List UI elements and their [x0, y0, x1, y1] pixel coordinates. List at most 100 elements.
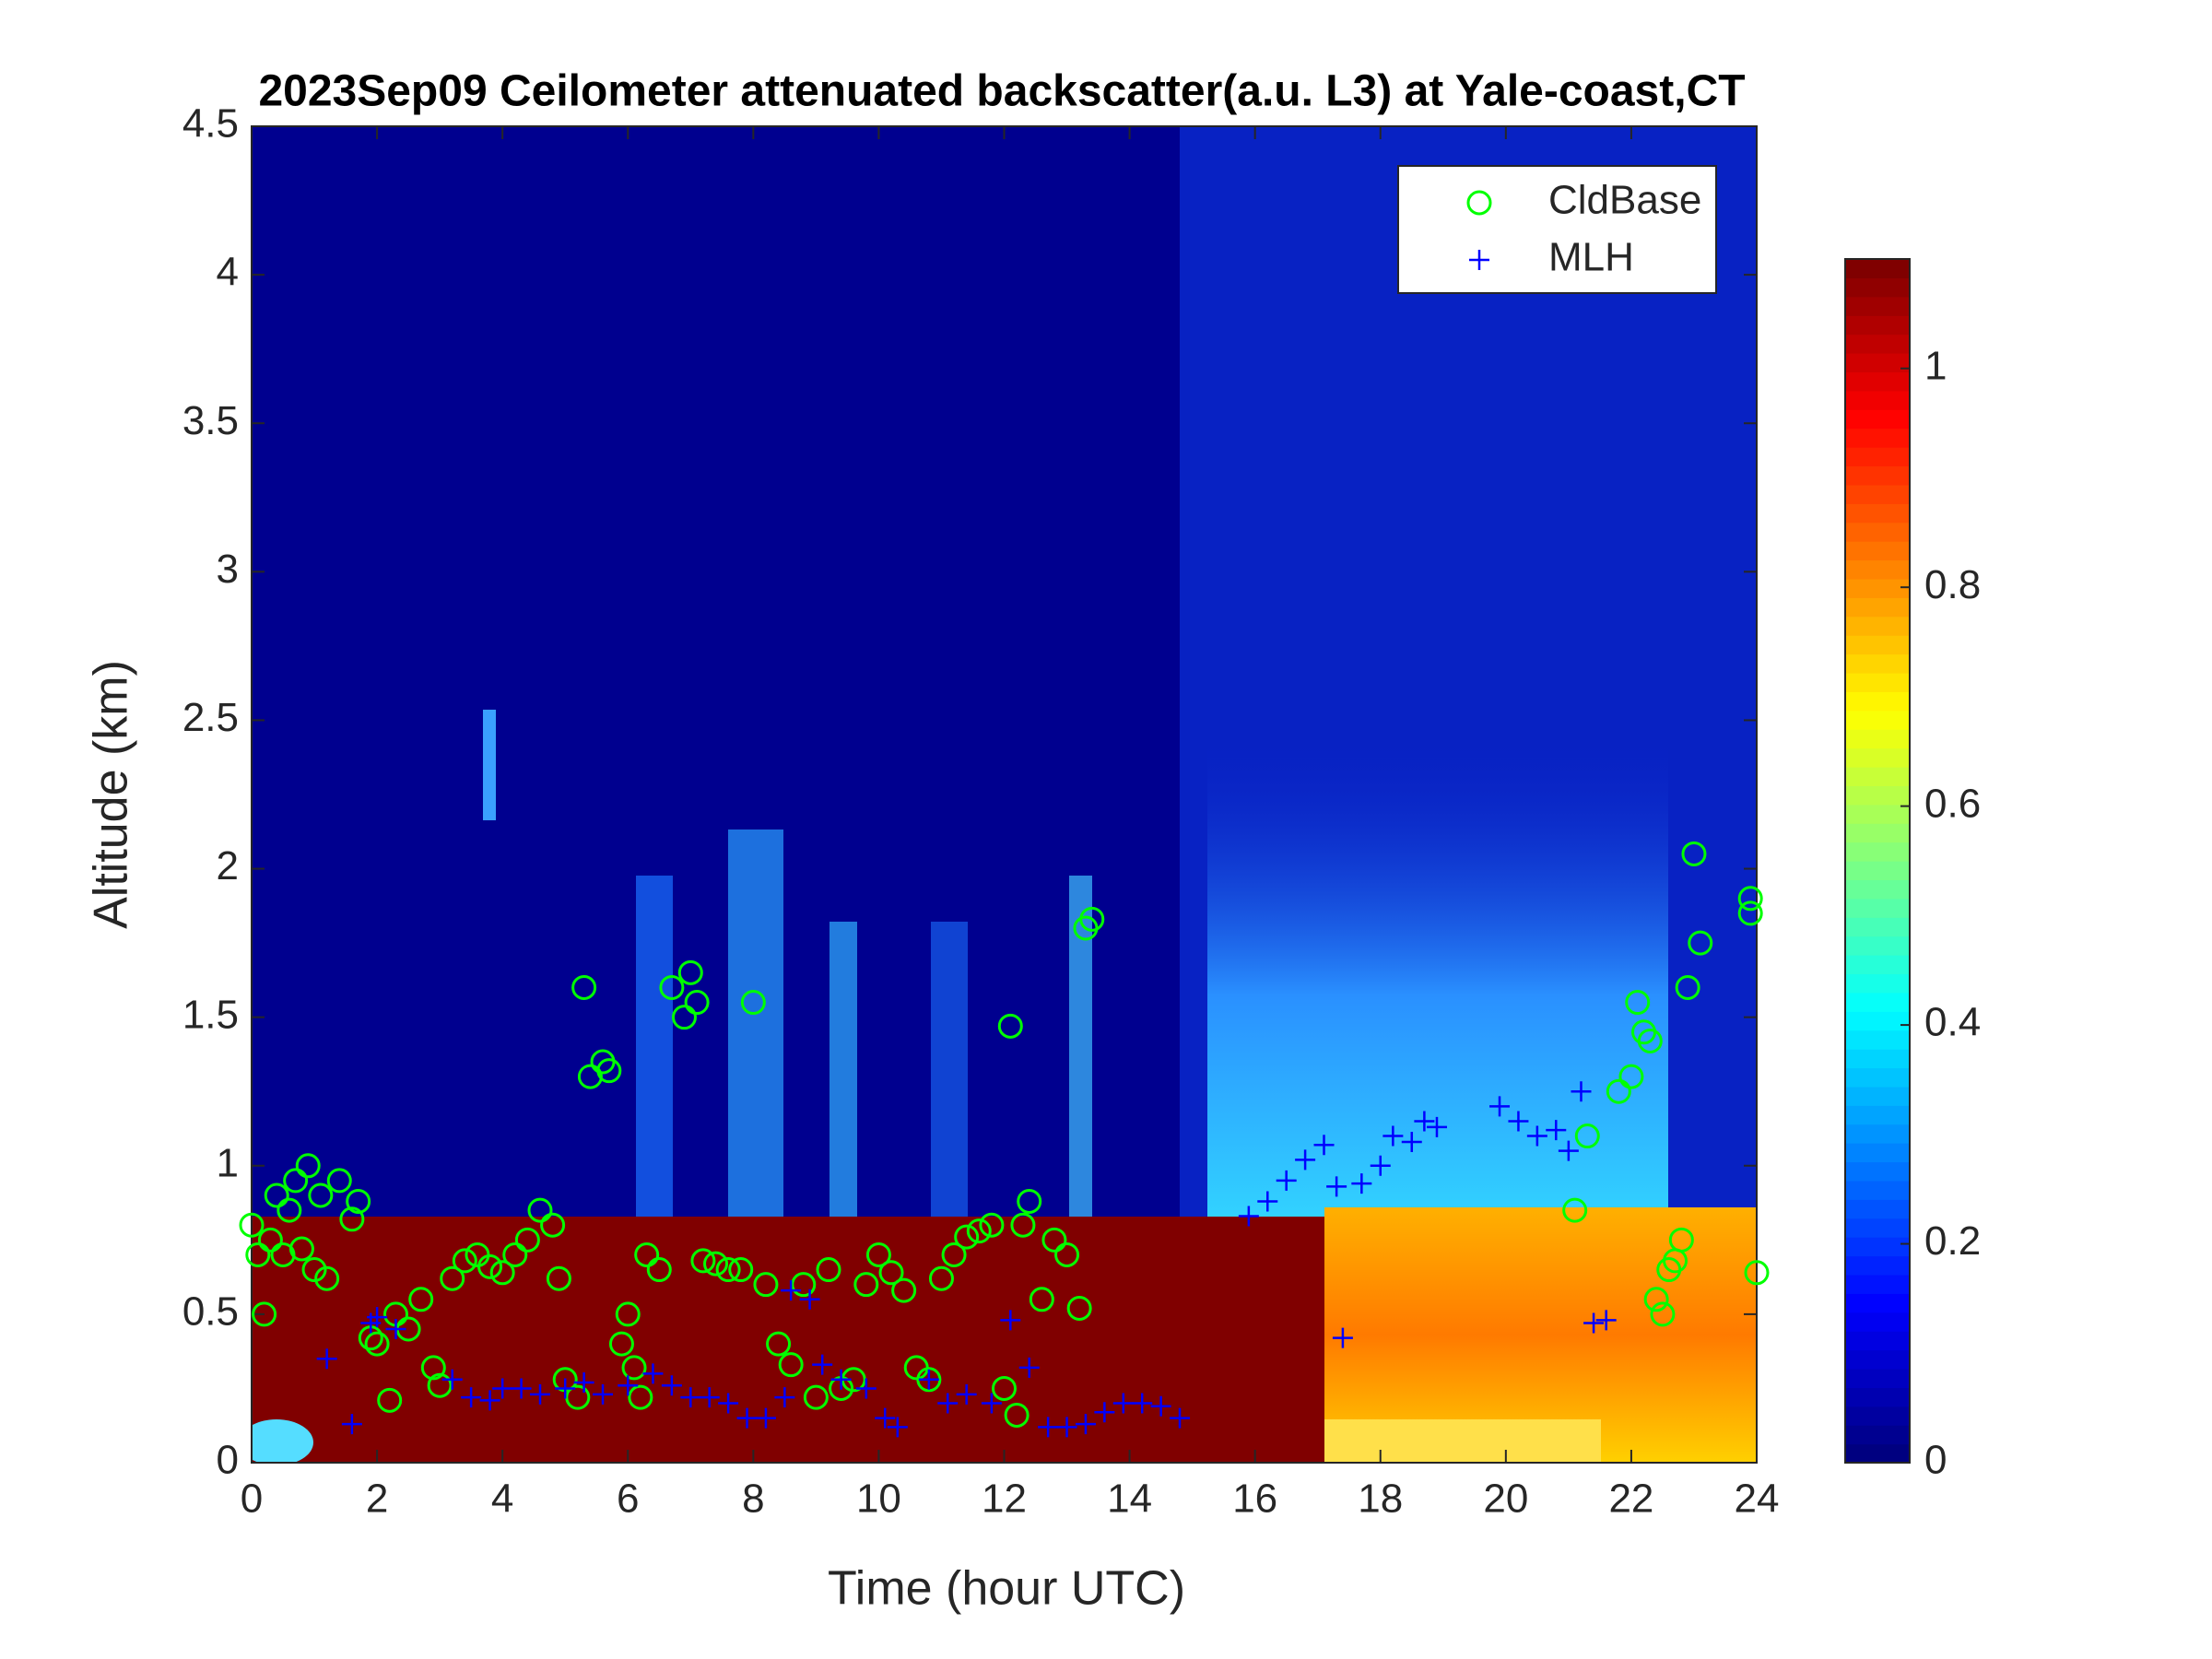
colorbar-step: [1845, 1312, 1910, 1332]
mlh-point: [1370, 1155, 1391, 1176]
mlh-point: [1000, 1310, 1021, 1331]
mlh-point: [1257, 1191, 1278, 1212]
mlh-point: [1546, 1120, 1567, 1141]
cloud-base-point: [308, 1182, 334, 1208]
mlh-point: [918, 1369, 939, 1390]
cloud-base-point: [546, 1265, 571, 1291]
colorbar-step: [1845, 503, 1910, 524]
cloud-base-point: [715, 1257, 741, 1283]
cloud-base-point: [615, 1301, 641, 1327]
colorbar-step: [1845, 390, 1910, 410]
cloud-base-point: [1737, 886, 1763, 912]
mlh-point: [1018, 1357, 1040, 1378]
cloud-base-point: [1017, 1188, 1042, 1214]
mlh-point: [593, 1383, 614, 1405]
mlh-point: [341, 1414, 362, 1435]
colorbar-step: [1845, 879, 1910, 900]
cloud-base-point: [778, 1352, 804, 1378]
x-tick-label: 4: [491, 1477, 513, 1522]
colorbar-step: [1845, 898, 1910, 918]
cloud-base-point: [1574, 1124, 1600, 1149]
cloud-base-point: [565, 1384, 591, 1410]
x-tick-label: 24: [1735, 1477, 1780, 1522]
colorbar-step: [1845, 296, 1910, 316]
cloud-base-point: [979, 1212, 1005, 1238]
cloud-base-point: [452, 1248, 477, 1274]
cloud-base-point: [1029, 1287, 1054, 1312]
colorbar-step: [1845, 785, 1910, 806]
cloud-base-point: [878, 1260, 904, 1286]
cloud-base-point: [992, 1375, 1017, 1401]
mlh-point: [1351, 1173, 1372, 1194]
mlh-point: [1276, 1170, 1297, 1191]
y-tick-label: 2.5: [182, 695, 239, 740]
cloud-base-point: [326, 1168, 352, 1194]
mlh-point: [1414, 1111, 1435, 1132]
mlh-point: [781, 1280, 802, 1301]
colorbar-step: [1845, 804, 1910, 824]
chart-title: 2023Sep09 Ceilometer attenuated backscat…: [258, 67, 1745, 116]
colorbar-step: [1845, 1237, 1910, 1257]
mlh-point: [1558, 1140, 1579, 1161]
mlh-point: [1094, 1402, 1115, 1423]
cloud-base-point: [364, 1331, 390, 1357]
colorbar-step: [1845, 1331, 1910, 1351]
mlh-point: [367, 1307, 388, 1328]
colorbar-step: [1845, 1443, 1910, 1464]
cloud-base-point: [853, 1272, 879, 1298]
y-tick-label: 0.5: [182, 1289, 239, 1335]
colorbar-frame: [1844, 258, 1911, 1464]
colorbar-step: [1845, 334, 1910, 354]
colorbar-tick-label: 0.6: [1924, 781, 1981, 826]
mlh-point: [699, 1387, 720, 1408]
mlh-point: [1382, 1125, 1404, 1147]
colorbar-step: [1845, 1199, 1910, 1219]
cloud-base-point: [514, 1227, 540, 1253]
cloud-base-point: [954, 1224, 980, 1250]
cloud-base-point: [1675, 974, 1700, 1000]
colorbar-step: [1845, 729, 1910, 749]
colorbar-step: [1845, 484, 1910, 504]
cloud-base-point: [684, 990, 710, 1016]
mlh-point: [492, 1378, 513, 1399]
mlh-point: [1526, 1125, 1547, 1147]
cloud-base-point: [608, 1331, 634, 1357]
cloud-base-point: [621, 1355, 647, 1381]
mlh-point: [441, 1369, 463, 1390]
colorbar-step: [1845, 635, 1910, 655]
cloud-base-point: [502, 1241, 528, 1267]
cloud-base-point: [1618, 1064, 1644, 1089]
x-tick-label: 20: [1483, 1477, 1528, 1522]
colorbar-step: [1845, 1143, 1910, 1163]
mlh-point: [1401, 1132, 1422, 1152]
colorbar-step: [1845, 1067, 1910, 1088]
colorbar: [1845, 259, 1910, 1464]
mlh-point: [461, 1387, 482, 1408]
colorbar-tick-label: 0.8: [1924, 562, 1981, 607]
colorbar-step: [1845, 1406, 1910, 1426]
cloud-base-point: [283, 1168, 309, 1194]
cloud-base-point: [753, 1272, 779, 1298]
cloud-base-point: [377, 1387, 403, 1413]
mlh-point: [1170, 1407, 1191, 1429]
mlh-point: [1326, 1176, 1347, 1197]
mlh-point: [661, 1375, 682, 1396]
cloud-base-point: [628, 1384, 653, 1410]
cloud-base-point: [766, 1331, 792, 1357]
cloud-base-point: [659, 974, 685, 1000]
mlh-point: [1056, 1417, 1077, 1438]
cloud-base-point: [314, 1265, 340, 1291]
y-tick-label: 4: [217, 250, 239, 295]
legend-marker: [1469, 250, 1489, 270]
mlh-point: [1595, 1310, 1617, 1331]
cloud-base-point: [1004, 1402, 1030, 1428]
x-tick-label: 22: [1608, 1477, 1653, 1522]
colorbar-step: [1845, 935, 1910, 956]
mlh-point: [1313, 1135, 1335, 1156]
cloud-base-point: [891, 1277, 917, 1303]
colorbar-step: [1845, 277, 1910, 298]
cloud-base-point: [420, 1355, 446, 1381]
cloud-base-point: [1066, 1295, 1092, 1321]
colorbar-step: [1845, 992, 1910, 1012]
